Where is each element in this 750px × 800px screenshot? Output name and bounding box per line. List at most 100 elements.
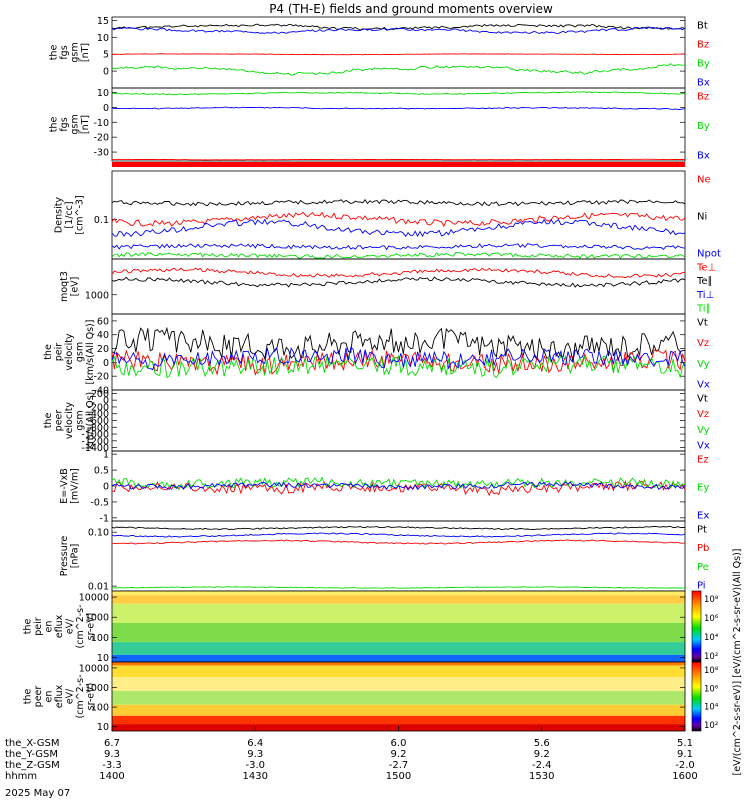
y-axis-label: sr-eV) <box>86 613 97 641</box>
legend-Ti∥: Ti∥ <box>696 304 711 315</box>
trace-Ne <box>111 211 686 228</box>
spectrogram-band <box>112 715 685 725</box>
spectrogram-band <box>112 665 685 678</box>
y-axis-label: [nPa] <box>69 544 80 569</box>
legend-Ey: Ey <box>697 483 709 494</box>
y-tick-label: 0.5 <box>94 466 109 477</box>
trace-Pb <box>111 539 686 545</box>
y-axis-label: [nT] <box>80 43 91 62</box>
panel-frame <box>111 389 686 452</box>
y-tick-label: 20 <box>97 344 109 355</box>
x-tick-label: 1530 <box>529 771 554 782</box>
trace-Npot <box>111 218 686 238</box>
y-tick-label: 0.10 <box>88 528 109 539</box>
divider-bar <box>112 162 685 167</box>
y-axis-label: gsm <box>75 410 86 430</box>
y-tick-label: 10 <box>97 33 109 44</box>
x-tick-label: 5.6 <box>534 738 550 749</box>
x-tick-label: 6.7 <box>104 738 120 749</box>
colorbar <box>691 590 702 663</box>
x-tick-label: 9.3 <box>104 749 120 760</box>
legend-Ez: Ez <box>697 455 709 466</box>
y-axis-label: (cm^2-s- <box>75 675 86 719</box>
colorbar-tick-label: 10⁶ <box>704 614 719 624</box>
legend-Bz: Bz <box>697 40 709 51</box>
x-tick-label: -3.3 <box>102 760 122 771</box>
x-tick-label: -2.7 <box>389 760 409 771</box>
legend-Vt: Vt <box>697 318 708 329</box>
x-tick-label: 6.0 <box>391 738 407 749</box>
y-axis-label: velocity <box>64 402 75 440</box>
y-axis-label: sr-eV) <box>86 683 97 711</box>
panel-4: 1000 moqt3 [eV] Te⊥ Te∥ Ti⊥ Ti∥ <box>59 258 716 315</box>
legend-Vz: Vz <box>697 409 709 420</box>
legend-Ex: Ex <box>697 511 709 522</box>
trace-Pe <box>111 586 686 589</box>
y-axis-label: gsm <box>69 42 80 62</box>
y-axis-label: peer <box>54 410 65 432</box>
y-tick-label: -20 <box>93 133 109 144</box>
x-axis-row-label: the_X-GSM <box>5 738 59 749</box>
legend-Npot: Npot <box>697 249 721 260</box>
y-tick-label: 1000 <box>85 683 109 694</box>
legend-Bz: Bz <box>697 92 709 103</box>
panel-2: 10 0 -10 -20 -30 the fgs gsm [nT] Bz By Bx <box>48 87 710 162</box>
y-tick-label: -200 <box>87 402 109 413</box>
trace-Vt <box>111 326 686 362</box>
y-tick-label: 100 <box>91 703 109 714</box>
legend-Vy: Vy <box>697 359 710 370</box>
y-tick-label: 0 <box>103 67 109 78</box>
y-axis-label: the <box>23 619 34 635</box>
legend-Te⊥: Te⊥ <box>696 263 716 274</box>
colorbar-label: [eV/(cm^2-s-sr-eV)] [eV/(cm^2-s-sr-eV)(A… <box>732 548 743 775</box>
trace-Ti-par <box>111 252 686 259</box>
trace-Te-par <box>111 276 686 288</box>
trace-By <box>111 91 686 96</box>
x-tick-label: 9.2 <box>534 749 550 760</box>
trace-Bx <box>111 26 686 34</box>
trace-Vx <box>111 346 686 371</box>
trace-Vy <box>111 354 686 379</box>
legend-Bx: Bx <box>697 151 710 162</box>
colorbar-tick-label: 10⁸ <box>704 595 719 605</box>
y-tick-label: -400 <box>87 409 109 420</box>
y-axis-label: Pressure <box>59 536 70 577</box>
colorbar-tick-label: 10⁴ <box>704 633 719 643</box>
y-tick-label: 0.1 <box>94 215 109 226</box>
y-tick-label: 0 <box>103 482 109 493</box>
y-tick-label: 200 <box>91 389 109 400</box>
y-axis-label: gsm <box>75 342 86 362</box>
y-axis-label: [1/cc] <box>64 201 75 228</box>
trace-Pi <box>111 532 686 538</box>
date-label: 2025 May 07 <box>5 788 70 799</box>
x-tick-label: 1430 <box>243 771 268 782</box>
trace-Bz <box>111 53 686 56</box>
y-tick-label: 60 <box>97 316 109 327</box>
y-axis-label: eflux <box>54 614 65 638</box>
y-tick-label: 0 <box>103 103 109 114</box>
legend-Ne: Ne <box>697 175 711 186</box>
y-tick-label: 1000 <box>85 613 109 624</box>
y-tick-label: -1 <box>100 513 109 524</box>
y-axis-label: the <box>43 344 54 360</box>
y-tick-label: -1200 <box>81 436 109 447</box>
y-axis-label: the <box>48 45 59 61</box>
y-tick-label: -800 <box>87 423 109 434</box>
x-tick-label: 1600 <box>672 771 697 782</box>
panel-10: 10⁸ 10⁶ 10⁴ 10² 10000 1000 100 10 the peer en eflux… <box>23 661 719 733</box>
panel-8: 0.10 0.01 Pressure [nPa] Pt Pb Pe Pi <box>59 520 709 593</box>
y-axis-label: en <box>44 691 55 703</box>
y-axis-label: peir <box>33 617 44 636</box>
panel-9: 10⁸ 10⁶ 10⁴ 10² 10000 1000 100 10 the peir en eflux… <box>23 590 719 664</box>
trace-By <box>111 63 686 76</box>
spectrogram-band <box>112 654 685 662</box>
y-axis-label: [cm^-3] <box>75 195 86 234</box>
y-tick-label: -0.5 <box>90 497 109 508</box>
panel-7: 1 0.5 0 -0.5 -1 E=-VxB [mV/m] Ez Ey Ex <box>59 450 710 525</box>
spectrogram-band <box>112 591 685 596</box>
trace-Bx <box>111 106 686 110</box>
legend-Bt: Bt <box>697 21 708 32</box>
spectrogram-band <box>112 690 685 705</box>
